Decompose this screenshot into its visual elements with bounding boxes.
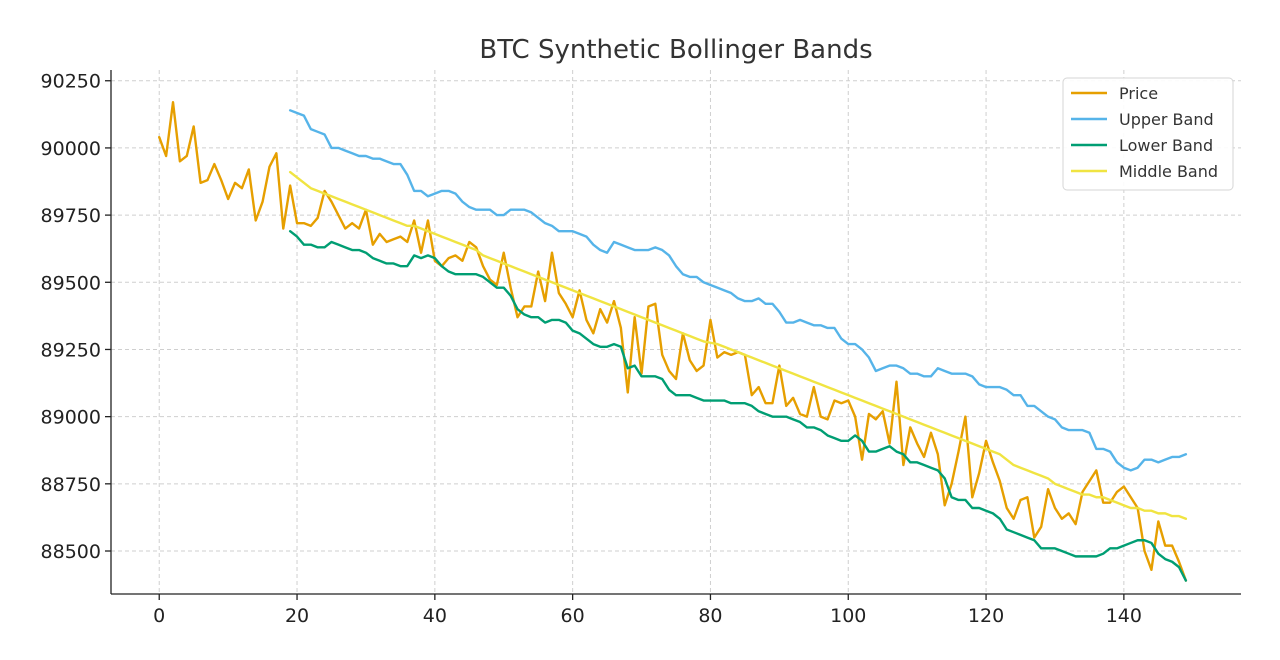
y-tick-label-90000: 90000 <box>41 138 101 160</box>
legend-label-upper-band: Upper Band <box>1119 110 1214 129</box>
x-tick-label-80: 80 <box>698 605 722 627</box>
x-tick-label-100: 100 <box>830 605 866 627</box>
y-tick-label-88500: 88500 <box>41 541 101 563</box>
series-line-price <box>158 101 1188 582</box>
y-tick-label-89750: 89750 <box>41 205 101 227</box>
x-tick-label-120: 120 <box>968 605 1004 627</box>
axes: 0 20 40 60 80 100 120 140 88500 88750 89000 89250 89… <box>41 70 1241 627</box>
x-tick-label-20: 20 <box>285 605 309 627</box>
x-tick-label-140: 140 <box>1106 605 1142 627</box>
x-tick-label-0: 0 <box>153 605 165 627</box>
grid-lines <box>111 70 1241 594</box>
x-tick-label-60: 60 <box>561 605 585 627</box>
y-tick-label-89250: 89250 <box>41 339 101 361</box>
y-tick-label-89500: 89500 <box>41 272 101 294</box>
series-line-lower-band <box>288 230 1188 582</box>
legend-label-price: Price <box>1119 84 1158 103</box>
y-tick-label-90250: 90250 <box>41 71 101 93</box>
y-tick-label-89000: 89000 <box>41 407 101 429</box>
series-line-middle-band <box>288 170 1188 520</box>
legend-box <box>1062 77 1234 191</box>
y-tick-label-88750: 88750 <box>41 474 101 496</box>
legend-label-middle-band: Middle Band <box>1119 162 1218 181</box>
series-line-upper-band <box>288 109 1188 472</box>
chart-title: BTC Synthetic Bollinger Bands <box>479 35 872 65</box>
legend: Price Upper Band Lower Band Middle Band <box>1062 77 1234 191</box>
x-tick-label-40: 40 <box>423 605 447 627</box>
series-lines <box>158 101 1188 582</box>
legend-label-lower-band: Lower Band <box>1119 136 1213 155</box>
